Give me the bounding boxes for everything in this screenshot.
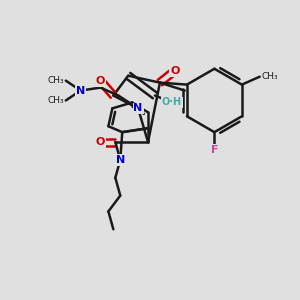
- Text: N: N: [76, 85, 85, 96]
- Text: O: O: [96, 76, 105, 85]
- Text: CH₃: CH₃: [47, 76, 64, 85]
- Text: CH₃: CH₃: [47, 96, 64, 105]
- Text: O: O: [96, 137, 105, 147]
- Text: N: N: [116, 155, 125, 165]
- Text: F: F: [211, 145, 218, 155]
- Text: O: O: [170, 66, 179, 76]
- Text: N: N: [134, 103, 143, 113]
- Text: CH₃: CH₃: [262, 72, 278, 81]
- Text: O·H: O·H: [162, 98, 182, 107]
